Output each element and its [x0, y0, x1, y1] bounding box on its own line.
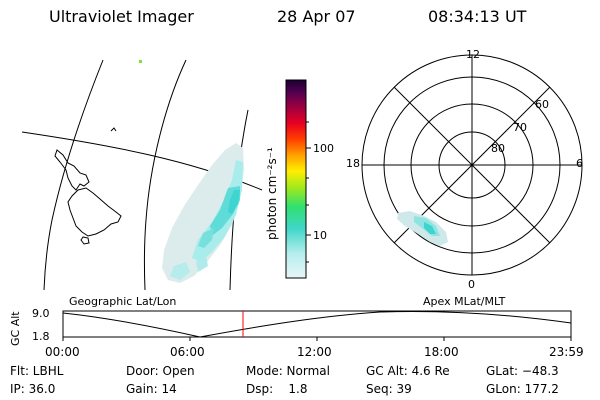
seq-info: Seq: 39	[366, 382, 412, 396]
mlt-label-0: 0	[468, 278, 475, 291]
mode-info: Mode: Normal	[246, 364, 330, 378]
filter-info: Flt: LBHL	[10, 364, 64, 378]
mlt-label-18: 18	[346, 157, 360, 170]
geographic-map	[21, 59, 263, 291]
stewart-island-outline	[80, 236, 90, 245]
lat-label-80: 80	[491, 142, 505, 155]
time-tick-0000: 00:00	[45, 345, 80, 359]
mlt-label-6: 6	[576, 157, 583, 170]
aurora-geographic	[162, 143, 244, 283]
time-tick-2359: 23:59	[549, 345, 584, 359]
time-tick-1200: 12:00	[297, 345, 332, 359]
observation-date: 28 Apr 07	[277, 7, 356, 26]
gain-info: Gain: 14	[126, 382, 177, 396]
ip-info: IP: 36.0	[10, 382, 56, 396]
gc-alt-info: GC Alt: 4.6 Re	[366, 364, 450, 378]
glon-info: GLon: 177.2	[486, 382, 559, 396]
altitude-axis-label: GC Alt	[9, 311, 22, 346]
glat-info: GLat: −48.3	[486, 364, 559, 378]
lat-label-70: 70	[513, 121, 527, 134]
instrument-title: Ultraviolet Imager	[49, 7, 194, 26]
meridian-line	[43, 59, 104, 291]
map-mark	[110, 127, 117, 132]
polar-plot	[361, 54, 583, 276]
apex-panel-label: Apex MLat/MLT	[423, 295, 506, 308]
noise-dot	[139, 60, 142, 63]
north-island-outline	[54, 149, 90, 191]
colorbar-unit-label: photon cm⁻²s⁻¹	[265, 147, 279, 240]
colorbar	[285, 79, 311, 279]
altitude-plot	[62, 310, 572, 341]
observation-time: 08:34:13 UT	[428, 7, 527, 26]
time-tick-1800: 18:00	[424, 345, 459, 359]
time-tick-0600: 06:00	[170, 345, 205, 359]
dsp-info: Dsp: 1.8	[246, 382, 308, 396]
colorbar-scale	[285, 79, 307, 279]
colorbar-tick-label-100: 100	[313, 142, 334, 155]
geographic-panel-label: Geographic Lat/Lon	[69, 295, 177, 308]
door-info: Door: Open	[126, 364, 195, 378]
south-island-outline	[67, 187, 122, 237]
mlt-label-12: 12	[466, 48, 480, 61]
meridian-line	[143, 59, 187, 291]
colorbar-tick-label-10: 10	[313, 229, 327, 242]
altitude-y-tick-1-8: 1.8	[32, 330, 50, 343]
lat-label-60: 60	[535, 98, 549, 111]
aurora-polar	[397, 211, 448, 246]
altitude-curve	[62, 310, 572, 338]
altitude-y-tick-9: 9.0	[32, 307, 50, 320]
